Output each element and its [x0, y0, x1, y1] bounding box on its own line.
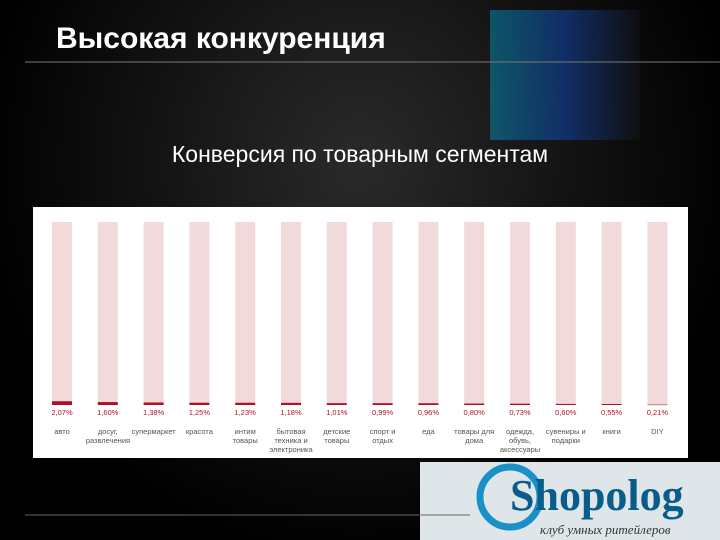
x-tick-label: детские товары [323, 427, 351, 445]
logo-name: Shopolog [510, 471, 684, 520]
value-label: 1,25% [189, 408, 211, 417]
bar [189, 402, 210, 405]
value-label: 1,23% [235, 408, 257, 417]
value-label: 1,60% [97, 408, 119, 417]
bar-track [510, 222, 530, 405]
value-label: 0,21% [647, 408, 669, 417]
bar [647, 404, 668, 406]
x-tick-label: сувениры и подарки [545, 427, 586, 445]
bar-track [52, 222, 72, 405]
value-label: 1,18% [280, 408, 302, 417]
value-label: 0,73% [509, 408, 531, 417]
bar-track [555, 222, 576, 405]
x-tick-label: еда [422, 427, 435, 436]
bar-track [97, 222, 118, 405]
bar [281, 402, 301, 405]
value-label: 0,80% [464, 408, 486, 417]
bar-track [464, 222, 485, 405]
x-tick-label: одежда, обувь, аксессуары [499, 427, 541, 454]
bar [372, 403, 393, 405]
decor-image [490, 10, 640, 140]
x-tick-label: товары для дома [454, 427, 495, 445]
x-tick-label: бытовая техника и электроника [269, 427, 313, 454]
chart-title: Конверсия по товарным сегментам [171, 141, 549, 167]
x-tick-label: DIY [651, 427, 664, 436]
bar-track [372, 222, 393, 405]
logo-tagline: клуб умных ритейлеров [540, 522, 671, 537]
bar [143, 402, 164, 405]
bar-track [235, 222, 256, 405]
value-label: 0,99% [372, 408, 394, 417]
bar [555, 403, 576, 405]
bar [52, 401, 72, 405]
x-tick-label: книги [602, 427, 621, 436]
bar [97, 402, 118, 405]
x-tick-label: досуг, развлечения [85, 427, 131, 445]
bar [418, 403, 439, 405]
chart-area [33, 207, 688, 458]
bar [510, 403, 530, 405]
bar [326, 403, 347, 405]
value-label: 0,96% [418, 408, 440, 417]
x-tick-label: супермаркет [131, 427, 176, 436]
value-label: 2,07% [51, 408, 73, 417]
slide-title: Высокая конкуренция [56, 22, 386, 55]
value-label: 0,55% [601, 408, 623, 417]
logo-ring [476, 463, 544, 531]
bar-track [326, 222, 347, 405]
x-tick-label: спорт и отдых [369, 427, 396, 445]
bar-track [418, 222, 439, 405]
value-label: 0,60% [555, 408, 577, 417]
bar [601, 403, 622, 405]
x-tick-label: авто [54, 427, 70, 436]
bar-track [601, 222, 622, 405]
bar-track [281, 222, 301, 405]
logo-panel [420, 462, 720, 540]
value-label: 1,38% [143, 408, 165, 417]
bar [235, 402, 256, 405]
bar [464, 403, 485, 405]
bar-track [647, 222, 668, 405]
value-label: 1,01% [326, 408, 348, 417]
bar-track [189, 222, 210, 405]
x-tick-label: красота [185, 427, 213, 436]
bar-track [143, 222, 164, 405]
x-tick-label: интим товары [232, 427, 258, 445]
